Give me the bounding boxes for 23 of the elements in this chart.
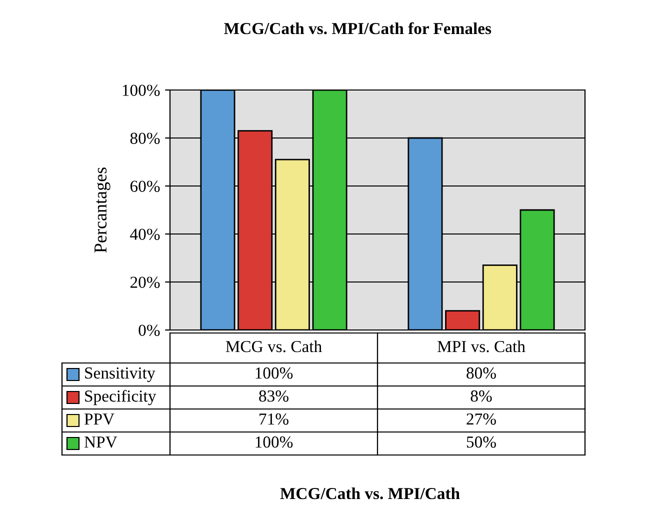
x-tick-label: MCG vs. Cath (226, 340, 322, 352)
data-label: 83% (259, 390, 288, 402)
data-label: 100% (256, 436, 293, 448)
y-tick-label: 60% (130, 180, 160, 192)
legend-label: PPV (84, 414, 114, 425)
text: MCG/Cath vs. MPI/Cath (280, 487, 460, 500)
legend-label: Specificity (85, 390, 156, 406)
legend-label: Sensitivity (85, 367, 156, 382)
y-tick-label: 100% (122, 84, 160, 96)
y-tick-label: 0% (138, 324, 160, 336)
data-label: 8% (470, 390, 492, 402)
data-label: 71% (260, 413, 288, 425)
x-tick-label: MPI vs. Cath (438, 340, 526, 352)
y-tick-label: 20% (130, 276, 160, 288)
y-tick-label: 80% (130, 132, 160, 144)
y-axis-title: Percantages (94, 168, 110, 253)
chart-title: MCG/Cath vs. MPI/Cath for Females (224, 22, 492, 34)
data-label: 27% (466, 413, 496, 425)
data-label: 80% (466, 367, 496, 379)
data-label: 100% (256, 367, 293, 379)
legend-label: NPV (84, 436, 118, 448)
data-label: 50% (466, 436, 496, 448)
y-tick-label: 40% (130, 228, 160, 240)
